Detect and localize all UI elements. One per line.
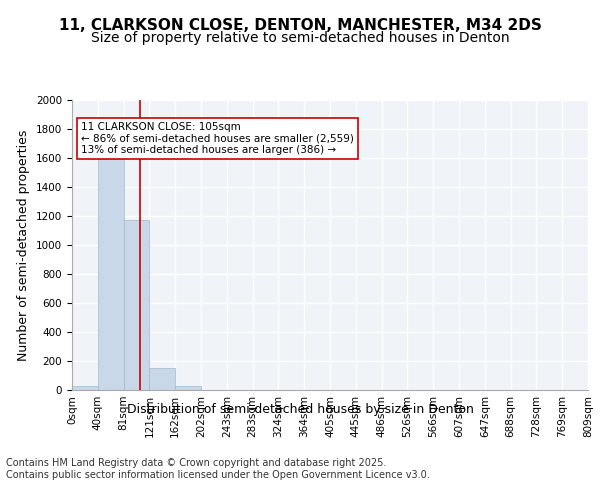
Bar (175, 386, 201, 390)
Bar (98, 155, 124, 390)
Text: 11, CLARKSON CLOSE, DENTON, MANCHESTER, M34 2DS: 11, CLARKSON CLOSE, DENTON, MANCHESTER, … (59, 18, 541, 32)
Text: Contains HM Land Registry data © Crown copyright and database right 2025.
Contai: Contains HM Land Registry data © Crown c… (6, 458, 430, 480)
Bar (72, 386, 98, 390)
Bar (124, 220, 149, 390)
Text: Size of property relative to semi-detached houses in Denton: Size of property relative to semi-detach… (91, 31, 509, 45)
Bar (149, 368, 175, 390)
Text: Distribution of semi-detached houses by size in Denton: Distribution of semi-detached houses by … (127, 402, 473, 415)
Y-axis label: Number of semi-detached properties: Number of semi-detached properties (17, 130, 31, 360)
Text: 11 CLARKSON CLOSE: 105sqm
← 86% of semi-detached houses are smaller (2,559)
13% : 11 CLARKSON CLOSE: 105sqm ← 86% of semi-… (81, 122, 354, 155)
